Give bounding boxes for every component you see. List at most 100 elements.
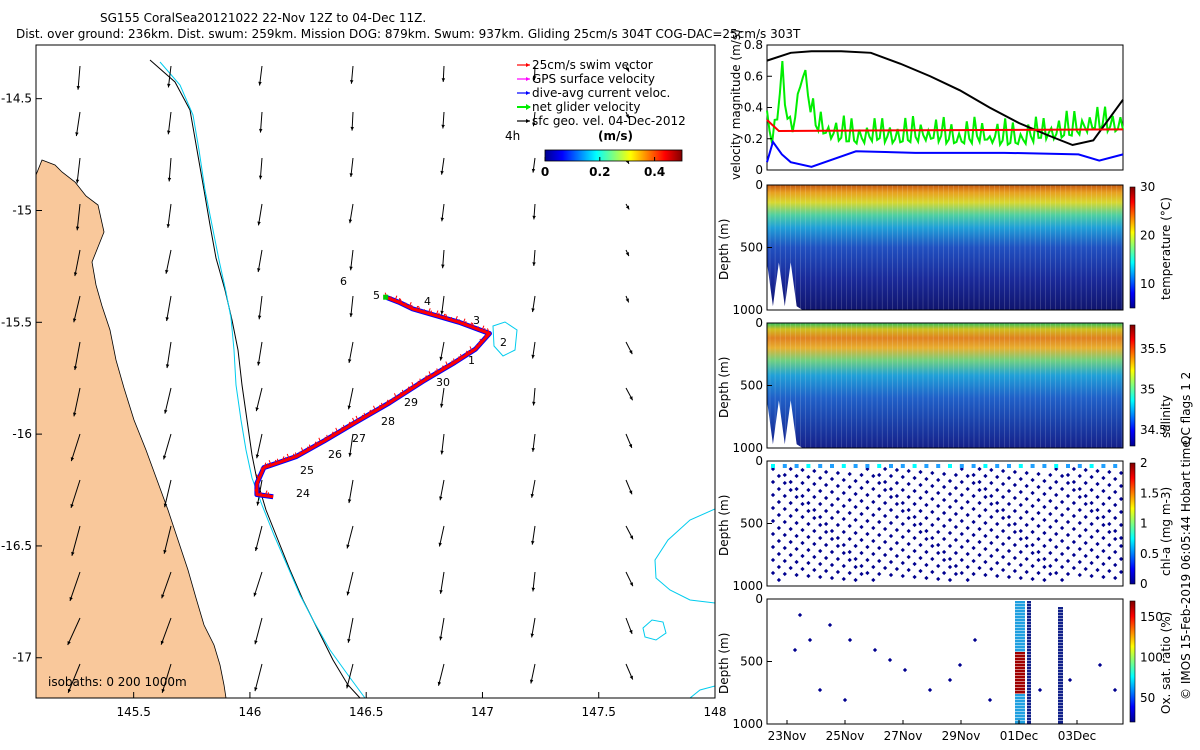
geo-velocity-arrow [167,111,172,135]
geo-velocity-arrowhead [720,488,723,492]
chl-sample-point [1036,471,1041,477]
swim-vector-tick [477,341,480,347]
figure-title-line1: SG155 CoralSea20121022 22-Nov 12Z to 04-… [100,11,426,25]
oxygen-column-point [1015,721,1025,724]
chl-sample-point [1089,560,1094,566]
oxygen-column-point [1015,679,1025,682]
chl-sample-point [965,538,970,544]
track-day-label: 30 [436,376,450,389]
profile-colorbar [1129,324,1136,447]
swim-vector-tick [380,402,383,407]
colorbar-axis-label: temperature (°C) [1159,197,1173,300]
chl-surface-point [1077,464,1082,468]
chl-sample-point [770,531,776,537]
chl-sample-point [1113,549,1118,555]
oxygen-sample-point [947,677,953,683]
geo-velocity-arrowhead [254,687,258,692]
geo-velocity-arrowhead [255,407,259,412]
chl-sample-point [776,473,782,479]
geo-velocity-arrowhead [348,359,352,363]
chl-sample-point [1030,490,1035,496]
geo-velocity-arrowhead [165,364,170,369]
chl-sample-point [1042,577,1047,583]
geo-velocity-arrowhead [75,226,80,231]
chl-surface-point [841,464,846,468]
chl-sample-point [1059,538,1065,544]
chl-sample-point [912,475,917,481]
chl-sample-point [947,543,953,549]
geo-velocity-arrowhead [258,81,262,86]
chl-sample-point [918,521,923,527]
isobath-200m-reef-ring [492,321,518,357]
chl-sample-point [983,507,988,513]
geo-velocity-arrowhead [253,592,257,597]
chl-sample-point [859,563,864,569]
oxygen-column-point [1058,667,1063,670]
chl-sample-point [953,550,959,556]
oxygen-column-point [1058,610,1063,613]
chl-sample-point [823,542,829,548]
chl-sample-point [871,525,876,531]
chl-sample-point [806,521,811,527]
geo-velocity-arrowhead [255,454,260,459]
geo-velocity-arrowhead [717,114,720,118]
chl-sample-point [1118,556,1123,562]
oxygen-column-point [1027,637,1031,640]
chl-sample-point [906,567,911,573]
chl-sample-point [882,479,888,485]
chl-sample-point [1059,499,1065,505]
geo-velocity-arrow [348,387,354,410]
chl-sample-point [770,557,776,563]
velocity-ylabel: velocity magnitude (m/s) [729,29,743,180]
legend-label-gps: GPS surface velocity [532,72,655,86]
chl-sample-point [1089,534,1094,540]
chl-sample-point [776,499,782,505]
chl-sample-point [882,539,888,545]
profile-axes-bg [767,599,1123,724]
chl-sample-point [882,500,888,506]
geo-velocity-arrow [74,341,81,371]
geo-velocity-arrowhead [717,298,720,302]
oxygen-column-point [1015,700,1025,703]
geo-velocity-arrowhead [440,217,444,222]
chl-sample-point [1101,514,1106,520]
track-day-label: 4 [424,295,431,308]
swim-vector-tick [411,304,414,310]
chl-sample-point [912,488,917,494]
chl-sample-point [1024,543,1029,549]
chl-sample-point [936,542,941,548]
oxygen-column-point [1027,664,1031,667]
chl-sample-point [782,532,787,538]
oxygen-column-point [1015,694,1025,697]
qc-flags-text: QC flags 1 2 [1179,372,1193,445]
colorbar-tick-label: 30 [1140,180,1155,194]
geo-velocity-arrowhead [348,219,353,224]
geo-velocity-arrowhead [625,205,630,210]
chl-surface-point [983,464,988,468]
map-colorbar-ticks: 0 0.2 0.4 [541,157,665,179]
swim-vector-tick [352,417,356,424]
geo-velocity-arrowhead [532,401,536,406]
chl-sample-point [871,512,876,518]
chl-surface-point [995,464,1000,468]
chl-sample-point [1113,489,1118,495]
chl-sample-point [924,549,929,555]
oxygen-column-point [1027,640,1031,643]
geo-velocity-arrowhead [347,499,352,504]
oxygen-column-point [1058,703,1063,706]
chl-sample-point [835,543,841,549]
oxygen-sample-point [792,647,798,653]
chl-sample-point [1077,520,1082,526]
chl-sample-point [888,533,894,539]
geo-velocity-arrow [167,203,172,228]
chl-sample-point [1118,569,1123,575]
oxygen-sample-point [972,637,978,643]
chl-sample-point [930,470,935,476]
chl-sample-point [853,577,858,583]
chl-sample-point [989,501,994,507]
chl-sample-point [924,575,929,581]
swim-vector-tick [481,325,485,331]
oxygen-column-point [1027,646,1031,649]
chl-sample-point [1018,476,1023,482]
